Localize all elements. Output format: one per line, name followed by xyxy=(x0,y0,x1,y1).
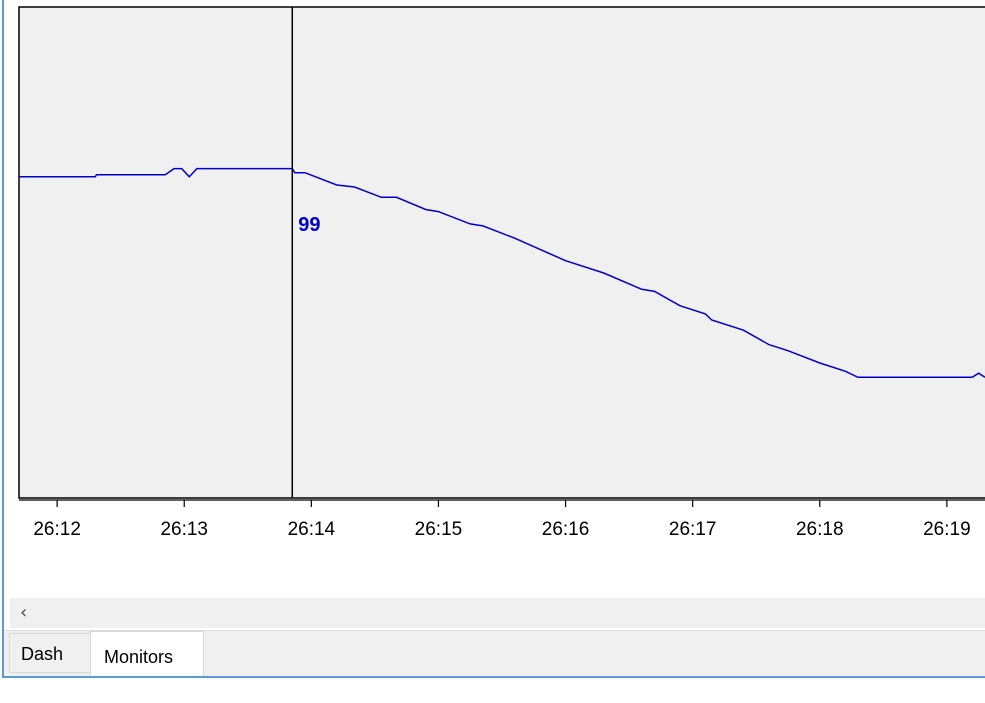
x-tick-label: 26:19 xyxy=(923,519,971,540)
scroll-left-arrow-icon[interactable]: ‹ xyxy=(20,602,28,623)
x-tick-label: 26:14 xyxy=(288,519,336,540)
series-line xyxy=(19,167,985,379)
plot-area xyxy=(18,6,985,499)
x-tick-label: 26:12 xyxy=(33,519,81,540)
cursor-layer: 99 xyxy=(291,7,321,498)
horizontal-scrollbar[interactable]: ‹ xyxy=(10,598,985,628)
x-tick-label: 26:16 xyxy=(542,519,590,540)
tab-monitors[interactable]: Monitors xyxy=(90,631,204,677)
x-tick-label: 26:18 xyxy=(796,519,844,540)
x-tick-label: 26:15 xyxy=(415,519,463,540)
x-tick-label: 26:17 xyxy=(669,519,717,540)
cursor-value-label: 99 xyxy=(298,214,320,236)
line-chart[interactable]: 26:12 26:13 26:14 26:15 26:16 26:17 26:18 26:19… xyxy=(0,0,985,560)
window-bottom-border xyxy=(2,676,985,678)
monitor-window: 26:12 26:13 26:14 26:15 26:16 26:17 26:18 26:19… xyxy=(0,0,985,678)
window-left-border xyxy=(2,0,4,678)
x-axis-ticks: 26:12 26:13 26:14 26:15 26:16 26:17 26:18 26:19 xyxy=(33,500,971,540)
tab-strip: Dash Monitors xyxy=(4,630,985,677)
x-tick-label: 26:13 xyxy=(160,519,208,540)
series-layer xyxy=(19,167,985,379)
tab-dash[interactable]: Dash xyxy=(9,633,91,673)
